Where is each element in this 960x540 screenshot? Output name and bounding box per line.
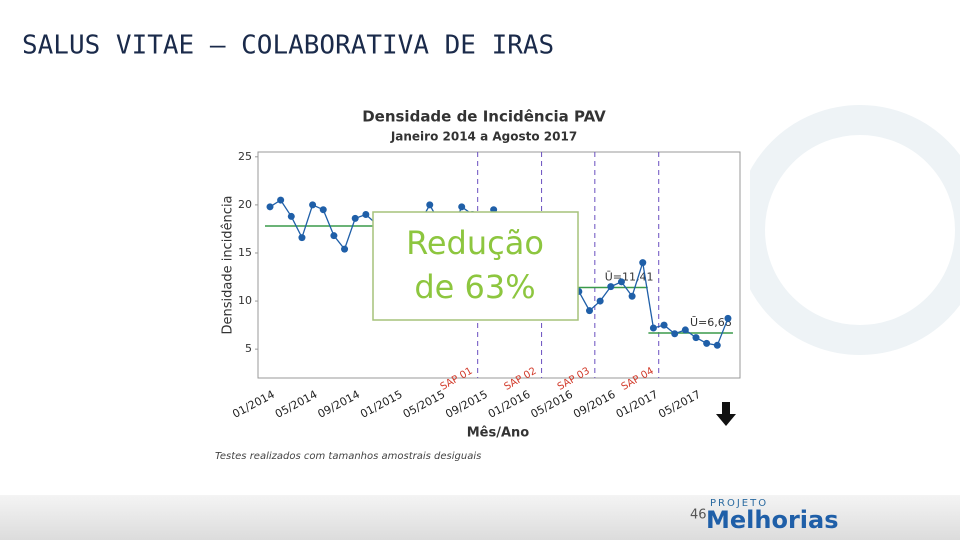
data-point <box>277 196 285 204</box>
annotation: Redução de 63% <box>406 224 544 306</box>
data-point <box>724 314 732 322</box>
logo-top: PROJETO <box>710 498 768 509</box>
data-point <box>703 339 711 347</box>
center-label: Ū=6,68 <box>690 316 732 329</box>
footer-band <box>0 495 960 540</box>
plot-frame <box>257 151 741 379</box>
data-point <box>713 341 721 349</box>
note: Testes realizados com tamanhos amostrais… <box>215 451 481 462</box>
data-point <box>341 245 349 253</box>
data-point <box>266 203 274 211</box>
data-point <box>639 259 647 267</box>
data-point <box>330 232 338 240</box>
data-point <box>607 283 615 291</box>
y-axis-label: Densidade incidência <box>221 195 236 334</box>
slide-title: SALUS VITAE – COLABORATIVA DE IRAS <box>22 31 554 61</box>
logo: Melhorias <box>706 506 839 534</box>
center-label: Ū=11,41 <box>605 271 654 284</box>
y-tick-label: 10 <box>238 294 252 307</box>
y-tick-label: 15 <box>238 246 252 259</box>
data-point <box>617 278 625 286</box>
y-tick-label: 25 <box>238 150 252 163</box>
data-point <box>671 330 679 338</box>
annotation-frame <box>372 211 579 321</box>
y-tick-label: 20 <box>238 198 252 211</box>
data-point <box>660 321 668 329</box>
data-point <box>287 212 295 220</box>
data-point <box>628 292 636 300</box>
data-point <box>298 234 306 242</box>
data-point <box>309 201 317 209</box>
arrow-icon <box>716 402 736 426</box>
page-number: 46 <box>690 508 707 523</box>
data-point <box>351 214 359 222</box>
data-point <box>692 334 700 342</box>
x-axis-label: Mês/Ano <box>467 426 530 441</box>
chart-subtitle: Janeiro 2014 a Agosto 2017 <box>390 130 577 144</box>
data-point <box>681 326 689 334</box>
data-point <box>458 203 466 211</box>
data-point <box>426 201 434 209</box>
annotation-box: Redução de 63% <box>372 211 579 321</box>
data-point <box>586 307 593 315</box>
y-tick-label: 5 <box>245 342 252 355</box>
data-point <box>649 324 657 332</box>
chart-title: Densidade de Incidência PAV <box>362 108 606 126</box>
data-point <box>319 206 327 214</box>
data-point <box>596 297 604 305</box>
data-point <box>362 211 370 219</box>
